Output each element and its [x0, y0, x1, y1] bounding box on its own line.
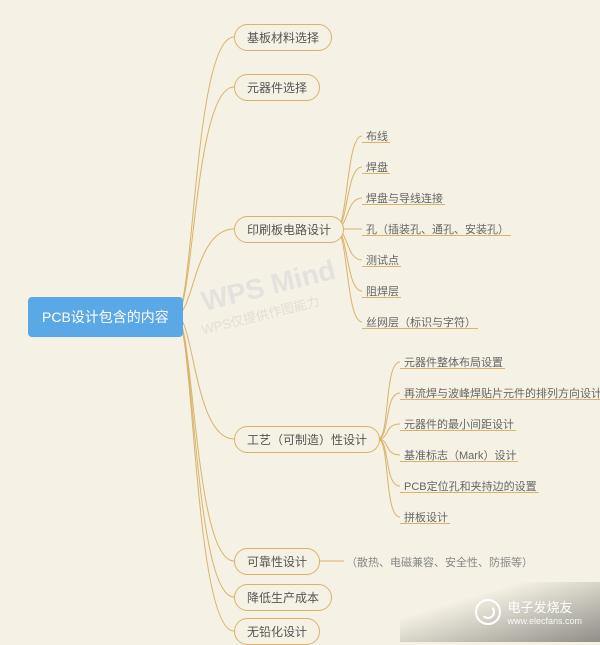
branch-b3: 印刷板电路设计 [234, 216, 344, 243]
leaf-underline [400, 461, 518, 462]
leaf-underline [400, 368, 505, 369]
branch-b2: 元器件选择 [234, 74, 320, 101]
branch-b4: 工艺（可制造）性设计 [234, 426, 380, 453]
logo-icon [475, 599, 501, 625]
leaf-underline [362, 173, 390, 174]
branch-b1: 基板材料选择 [234, 24, 332, 51]
leaf-underline [400, 430, 516, 431]
leaf-underline [400, 399, 600, 400]
footer-logo: 电子发烧友 www.elecfans.com [475, 597, 582, 626]
root-node: PCB设计包含的内容 [28, 297, 183, 337]
branch-b6: 降低生产成本 [234, 584, 332, 611]
leaf-underline [400, 523, 450, 524]
leaf-underline [362, 204, 445, 205]
leaf-underline [362, 235, 511, 236]
leaf-underline [362, 266, 401, 267]
footer-url: www.elecfans.com [507, 616, 582, 626]
leaf-underline [362, 142, 390, 143]
branch-note-b5: （散热、电磁兼容、安全性、防振等） [346, 554, 533, 570]
leaf-underline [362, 328, 478, 329]
branch-b7: 无铅化设计 [234, 618, 320, 645]
footer-brand: 电子发烧友 [507, 600, 572, 615]
branch-b5: 可靠性设计 [234, 548, 320, 575]
leaf-underline [400, 492, 539, 493]
leaf-underline [362, 297, 401, 298]
